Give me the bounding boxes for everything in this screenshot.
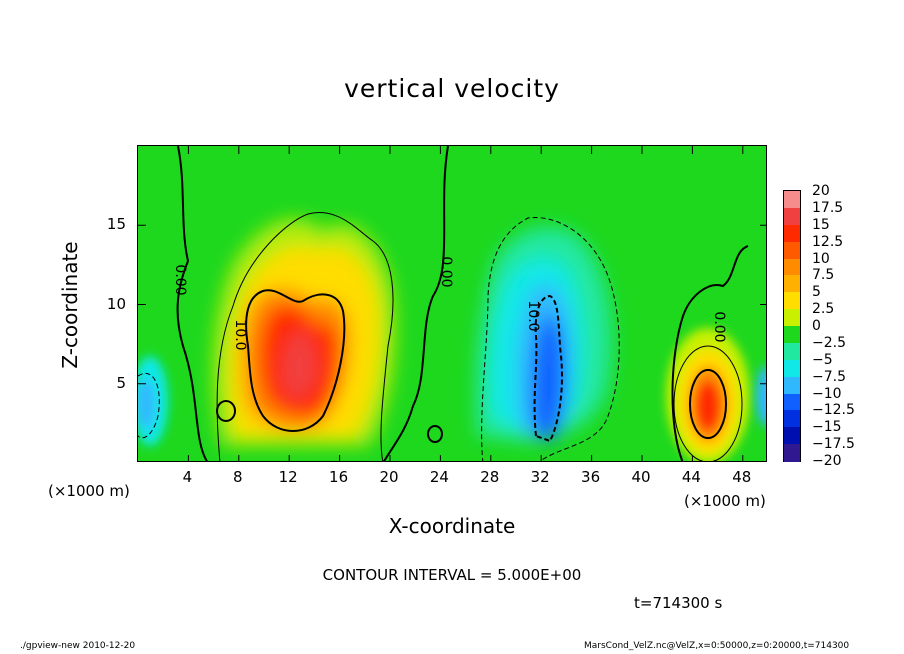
contour-label: 0.00 bbox=[711, 311, 728, 343]
contour-label: 0.00 bbox=[437, 256, 454, 288]
x-tick-label: 48 bbox=[732, 468, 752, 486]
colorbar-label: −7.5 bbox=[812, 368, 846, 385]
x-axis-unit-left: (×1000 m) bbox=[48, 482, 130, 500]
small-contour bbox=[427, 425, 443, 443]
x-tick-label: 32 bbox=[530, 468, 550, 486]
colorbar-label: 0 bbox=[812, 318, 821, 334]
updraft-region-1 bbox=[213, 218, 396, 446]
contour-5-region-1 bbox=[216, 212, 394, 461]
small-contour bbox=[216, 400, 236, 422]
contour-5-region-3 bbox=[673, 345, 743, 461]
colorbar-segment bbox=[784, 410, 800, 428]
colorbar-segment bbox=[784, 376, 800, 394]
x-tick-label: 40 bbox=[631, 468, 651, 486]
chart-title: vertical velocity bbox=[344, 74, 560, 103]
colorbar-label: 7.5 bbox=[812, 267, 835, 284]
x-tick-label: 4 bbox=[182, 468, 193, 486]
colorbar-label: 17.5 bbox=[812, 199, 844, 216]
contour-plot bbox=[138, 146, 766, 461]
colorbar-segment bbox=[784, 309, 800, 327]
contour-label: 0.00 bbox=[171, 264, 188, 296]
zero-contour-2 bbox=[383, 146, 449, 461]
colorbar-label: −2.5 bbox=[812, 334, 846, 351]
colorbar-label: 15 bbox=[812, 216, 830, 233]
zero-contour-1 bbox=[176, 146, 209, 461]
colorbar-segment bbox=[784, 224, 800, 243]
zero-contour-3 bbox=[671, 245, 749, 461]
colorbar-segment bbox=[784, 359, 800, 378]
footer-left: ./gpview-new 2010-12-20 bbox=[20, 641, 136, 651]
contour-neg10-region-2 bbox=[533, 294, 563, 443]
colorbar-label: −10 bbox=[812, 385, 842, 402]
contour-label: 10.0 bbox=[232, 319, 249, 351]
x-tick-label: 16 bbox=[329, 468, 349, 486]
downdraft-region-4 bbox=[138, 356, 766, 446]
colorbar-label: −12.5 bbox=[812, 402, 855, 419]
colorbar-segment bbox=[784, 241, 800, 259]
colorbar-segment bbox=[784, 275, 800, 293]
colorbar-label: 5 bbox=[812, 284, 821, 301]
colorbar-label: −15 bbox=[812, 419, 842, 436]
time-label: t=714300 s bbox=[634, 594, 723, 612]
plot-area bbox=[137, 145, 767, 462]
x-tick-label: 12 bbox=[278, 468, 298, 486]
colorbar-segment bbox=[784, 427, 800, 445]
y-tick-label: 10 bbox=[106, 294, 126, 313]
colorbar-segment bbox=[784, 342, 800, 361]
y-tick-label: 5 bbox=[116, 373, 126, 392]
x-axis-unit-right: (×1000 m) bbox=[684, 492, 766, 510]
colorbar-segment bbox=[784, 258, 800, 276]
contour-neg5-region-4 bbox=[138, 373, 160, 439]
contour-10-region-3 bbox=[689, 369, 727, 439]
colorbar-segment bbox=[784, 393, 800, 411]
updraft-region-3 bbox=[666, 328, 750, 461]
colorbar-label: 12.5 bbox=[812, 233, 844, 250]
x-tick-label: 44 bbox=[681, 468, 701, 486]
contour-label: 10.0 bbox=[524, 300, 541, 332]
colorbar-label: 2.5 bbox=[812, 301, 835, 318]
colorbar-segment bbox=[784, 292, 800, 310]
colorbar-segment bbox=[784, 207, 800, 226]
x-tick-label: 36 bbox=[581, 468, 601, 486]
colorbar-label: −5 bbox=[812, 351, 833, 368]
colorbar-label: 20 bbox=[812, 183, 830, 199]
colorbar-label: 10 bbox=[812, 250, 830, 267]
x-tick-label: 28 bbox=[480, 468, 500, 486]
contour-neg5-region-2 bbox=[481, 217, 620, 461]
colorbar bbox=[783, 190, 801, 462]
contour-lines bbox=[138, 146, 749, 461]
colorbar-segment bbox=[784, 326, 800, 344]
y-tick-label: 15 bbox=[106, 215, 126, 234]
x-tick-label: 24 bbox=[429, 468, 449, 486]
contour-interval-text: CONTOUR INTERVAL = 5.000E+00 bbox=[322, 566, 582, 584]
downdraft-region-2 bbox=[476, 227, 612, 441]
contour-10-region-1 bbox=[245, 289, 346, 432]
footer-right: MarsCond_VelZ.nc@VelZ,x=0:50000,z=0:2000… bbox=[584, 641, 850, 651]
x-tick-label: 8 bbox=[233, 468, 243, 486]
colorbar-segment bbox=[784, 191, 800, 209]
colorbar-label: −20 bbox=[812, 453, 842, 469]
y-axis-label: Z-coordinate bbox=[58, 241, 82, 369]
x-axis-label: X-coordinate bbox=[388, 514, 516, 538]
colorbar-label: −17.5 bbox=[812, 436, 855, 453]
colorbar-segment bbox=[784, 444, 800, 462]
x-tick-label: 20 bbox=[379, 468, 399, 486]
